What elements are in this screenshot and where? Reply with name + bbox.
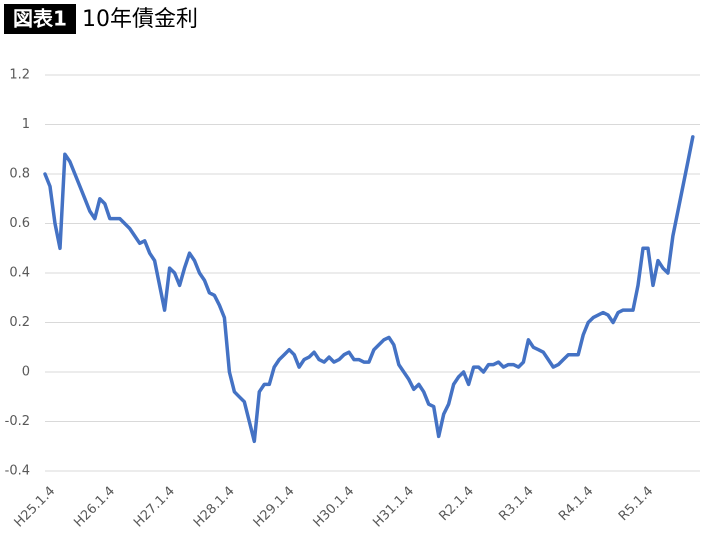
y-tick-label: -0.2	[5, 414, 30, 429]
y-tick-label: 0.4	[9, 266, 30, 281]
x-tick-label: H26.1.4	[71, 484, 118, 531]
x-tick-label: R3.1.4	[496, 484, 536, 524]
x-tick-label: R5.1.4	[616, 484, 656, 524]
y-tick-label: 0.6	[9, 216, 30, 231]
x-tick-label: H29.1.4	[251, 484, 298, 531]
y-tick-label: 0.8	[9, 167, 30, 182]
x-tick-label: H25.1.4	[12, 484, 59, 531]
y-tick-label: 0	[22, 365, 30, 380]
badge: 図表1	[13, 7, 67, 31]
x-tick-label: R2.1.4	[437, 484, 477, 524]
y-tick-label: 1.2	[9, 68, 30, 83]
chart-title: 10年債金利	[82, 7, 198, 32]
badge-box	[4, 4, 76, 34]
x-tick-label: H31.1.4	[370, 484, 417, 531]
x-tick-label: H28.1.4	[191, 484, 238, 531]
y-tick-label: -0.4	[5, 464, 30, 479]
x-tick-label: H30.1.4	[311, 484, 358, 531]
y-tick-label: 1	[22, 117, 30, 132]
series-line	[43, 135, 695, 444]
y-tick-label: 0.2	[9, 315, 30, 330]
x-tick-label: R4.1.4	[556, 484, 596, 524]
x-tick-label: H27.1.4	[131, 484, 178, 531]
